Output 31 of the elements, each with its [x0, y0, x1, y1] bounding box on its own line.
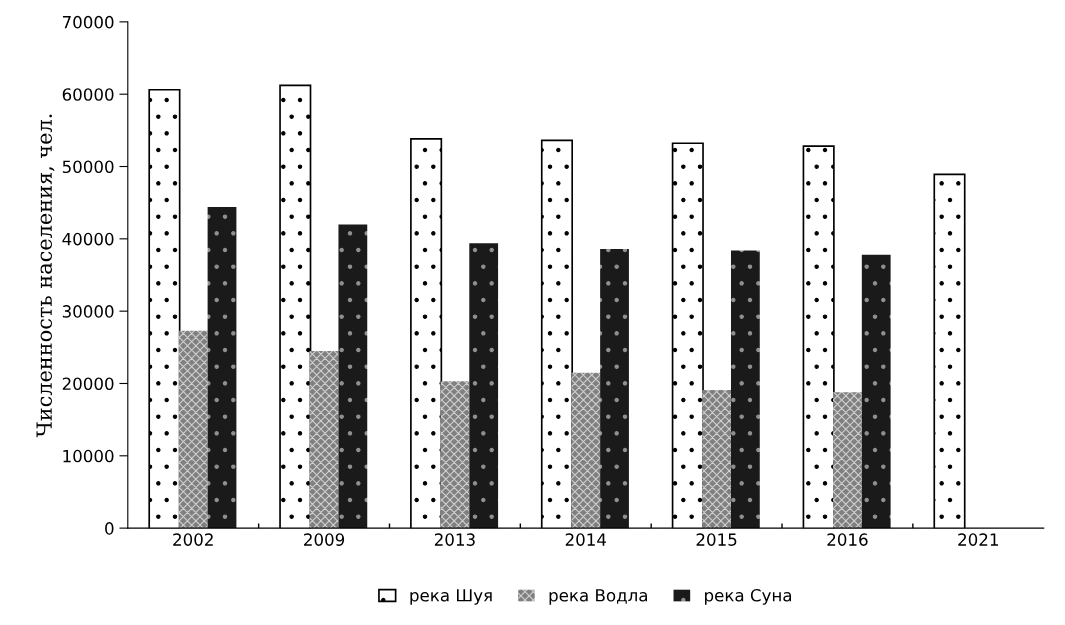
bar — [833, 392, 862, 529]
x-tick-label: 2009 — [304, 533, 345, 546]
x-tick-label: 2016 — [827, 533, 868, 546]
y-tick-label: 60000 — [62, 88, 114, 101]
legend-label: река Водла — [549, 589, 647, 605]
bar — [469, 243, 499, 529]
y-tick-label: 70000 — [62, 15, 114, 29]
bar — [440, 381, 470, 529]
bar — [338, 224, 368, 529]
x-tick-label: 2002 — [173, 533, 213, 546]
bar — [702, 389, 731, 529]
bar — [730, 250, 760, 529]
legend-label: река Суна — [705, 588, 792, 605]
bar — [571, 372, 601, 529]
x-tick-label: 2015 — [696, 533, 737, 546]
y-tick-label: 20000 — [62, 377, 114, 391]
legend-label: река Шуя — [410, 589, 492, 605]
y-tick-label: 0 — [105, 522, 114, 535]
bar — [600, 248, 629, 529]
bar — [309, 350, 339, 529]
y-tick-label: 30000 — [62, 305, 114, 318]
x-tick-label: 2021 — [958, 533, 998, 546]
bar — [207, 207, 237, 529]
x-tick-label: 2013 — [434, 533, 475, 546]
y-tick-label: 10000 — [63, 449, 114, 463]
bar — [178, 330, 208, 529]
x-tick-label: 2014 — [565, 533, 607, 546]
y-tick-label: 40000 — [62, 232, 114, 246]
bar — [861, 254, 891, 529]
y-axis-title: Численность населения, чел. — [36, 114, 55, 438]
y-tick-label: 50000 — [62, 160, 114, 174]
